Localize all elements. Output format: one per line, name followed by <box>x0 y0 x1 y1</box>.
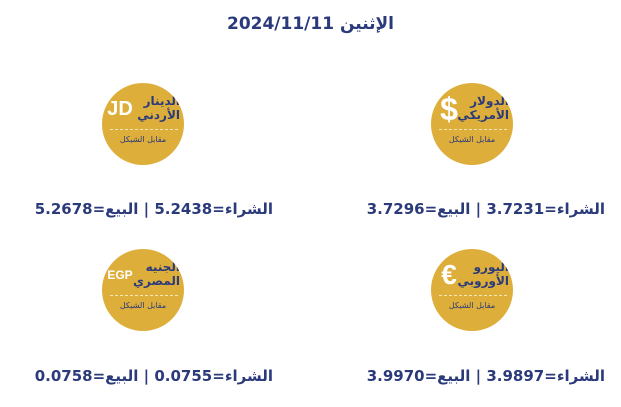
divider <box>439 295 507 296</box>
name-line: اليورو <box>473 260 509 274</box>
currency-name: الدولار الأمريكي <box>457 94 509 122</box>
jod-badge: JD الدينار الأردني مقابل الشيكل <box>102 83 184 165</box>
divider <box>110 129 178 130</box>
jod-rate: الشراء=5.2438 | البيع=5.2678 <box>34 200 273 218</box>
name-line: الأوروبي <box>457 274 509 288</box>
name-line: الجنيه <box>145 260 180 274</box>
egp-badge: EGP الجنيه المصري مقابل الشيكل <box>102 249 184 331</box>
name-line: الدينار <box>143 94 180 108</box>
name-line: المصري <box>133 274 180 288</box>
against-label: مقابل الشيكل <box>119 301 167 310</box>
eur-badge: € اليورو الأوروبي مقابل الشيكل <box>431 249 513 331</box>
usd-rate: الشراء=3.7231 | البيع=3.7296 <box>366 200 605 218</box>
name-line: الأردني <box>137 108 180 122</box>
against-label: مقابل الشيكل <box>119 135 167 144</box>
against-label: مقابل الشيكل <box>448 301 496 310</box>
dollar-icon: $ <box>440 91 458 127</box>
egp-rate: الشراء=0.0755 | البيع=0.0758 <box>34 367 273 385</box>
currency-name: اليورو الأوروبي <box>457 260 509 288</box>
egp-icon: EGP <box>107 268 133 282</box>
divider <box>110 295 178 296</box>
eur-rate: الشراء=3.9897 | البيع=3.9970 <box>366 367 605 385</box>
date-heading: الإثنين 2024/11/11 <box>226 14 394 34</box>
currency-name: الدينار الأردني <box>136 94 180 122</box>
name-line: الأمريكي <box>457 108 509 122</box>
name-line: الدولار <box>470 94 509 108</box>
divider <box>439 129 507 130</box>
against-label: مقابل الشيكل <box>448 135 496 144</box>
currency-name: الجنيه المصري <box>133 260 180 288</box>
jd-icon: JD <box>107 98 133 120</box>
euro-icon: € <box>441 259 457 290</box>
usd-badge: $ الدولار الأمريكي مقابل الشيكل <box>431 83 513 165</box>
